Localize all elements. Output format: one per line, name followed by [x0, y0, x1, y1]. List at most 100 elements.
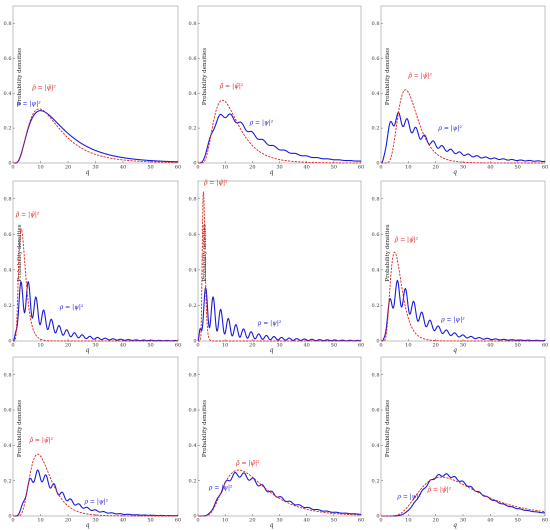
x-axis-label: q	[453, 522, 457, 529]
y-tick-label: 0.4	[4, 443, 12, 449]
x-tick-label: 0	[196, 165, 199, 171]
y-tick-label: 0.2	[372, 303, 380, 309]
x-axis-label: q	[270, 169, 274, 176]
y-tick-label: 0.8	[189, 21, 197, 27]
panel-p2: 0 0.2 0.4 0.6 0.8 0 10 20 30 40 50 60 Probability de…	[189, 5, 364, 176]
x-tick-label: 50	[147, 343, 153, 349]
series-label-red: ρ̃ = |ψ̃|²	[203, 180, 228, 187]
y-axis-label: Probability densities	[17, 400, 23, 457]
x-tick-label: 10	[405, 518, 411, 524]
x-tick-label: 20	[249, 343, 255, 349]
x-tick-label: 30	[92, 343, 98, 349]
y-tick-label: 0.2	[4, 478, 12, 484]
x-tick-label: 30	[460, 518, 466, 524]
y-tick-label: 0.2	[189, 303, 197, 309]
x-tick-label: 30	[92, 518, 98, 524]
plot-frame	[380, 5, 546, 164]
x-tick-label: 60	[542, 518, 548, 524]
series-blue	[13, 469, 178, 517]
x-tick-label: 20	[65, 165, 71, 171]
x-tick-label: 60	[175, 518, 181, 524]
x-tick-label: 30	[276, 518, 282, 524]
panel-p6: 0 0.2 0.4 0.6 0.8 0 10 20 30 40 50 60 Probability de…	[372, 180, 548, 354]
x-tick-label: 0	[379, 165, 382, 171]
y-tick-label: 0	[376, 514, 379, 520]
y-tick-label: 0	[8, 161, 11, 167]
y-axis-label: Probability densities	[385, 48, 391, 105]
series-label-blue: ρ = |ψ|²	[59, 304, 84, 311]
y-tick-label: 0	[193, 161, 196, 167]
series-label-red: ρ̃ = |ψ̃|²	[235, 460, 260, 467]
x-tick-label: 40	[303, 518, 309, 524]
x-tick-label: 20	[65, 343, 71, 349]
series-label-red: ρ̃ = |ψ̃|²	[426, 486, 451, 493]
plot-frame	[380, 356, 546, 517]
x-tick-label: 0	[196, 343, 199, 349]
x-tick-label: 40	[487, 518, 493, 524]
x-tick-label: 60	[175, 165, 181, 171]
x-tick-label: 60	[542, 165, 548, 171]
series-label-red: ρ̃ = |ψ̃|²	[31, 85, 56, 92]
x-tick-label: 50	[147, 165, 153, 171]
x-tick-label: 40	[303, 165, 309, 171]
series-label-blue: ρ = |ψ|²	[396, 493, 421, 500]
y-tick-label: 0	[376, 339, 379, 345]
x-tick-label: 10	[405, 165, 411, 171]
panel-p1: 0 0.2 0.4 0.6 0.8 0 10 20 30 40 50 60 Probability de…	[4, 5, 181, 176]
series-label-blue: ρ = |ψ|²	[84, 499, 109, 506]
y-tick-label: 0.4	[372, 267, 380, 273]
y-tick-label: 0.2	[189, 126, 197, 132]
x-tick-label: 50	[514, 165, 520, 171]
series-label-blue: ρ = |ψ|²	[257, 320, 282, 327]
x-tick-label: 10	[222, 518, 228, 524]
x-tick-label: 60	[175, 343, 181, 349]
series-label-blue: ρ = |ψ|²	[437, 125, 462, 132]
series-red	[13, 108, 179, 164]
y-tick-label: 0.6	[372, 408, 380, 414]
x-tick-label: 10	[37, 343, 43, 349]
x-tick-label: 40	[487, 343, 493, 349]
x-tick-label: 20	[249, 518, 255, 524]
x-tick-label: 50	[514, 518, 520, 524]
series-label-red: ρ̃ = |ψ̃|²	[219, 83, 244, 90]
x-tick-label: 20	[432, 518, 438, 524]
x-tick-label: 20	[432, 343, 438, 349]
y-tick-label: 0	[376, 161, 379, 167]
y-tick-label: 0.4	[189, 267, 197, 273]
x-tick-label: 30	[460, 343, 466, 349]
x-tick-label: 60	[358, 165, 364, 171]
y-tick-label: 0	[8, 339, 11, 345]
series-blue	[381, 279, 545, 342]
x-tick-label: 20	[432, 165, 438, 171]
x-tick-label: 40	[487, 165, 493, 171]
y-tick-label: 0.6	[189, 408, 197, 414]
series-blue	[13, 110, 179, 164]
y-tick-label: 0.6	[4, 56, 12, 62]
panel-p3: 0 0.2 0.4 0.6 0.8 0 10 20 30 40 50 60 Probability de…	[372, 5, 548, 176]
x-tick-label: 20	[65, 518, 71, 524]
y-tick-label: 0.8	[189, 196, 197, 202]
series-red	[381, 251, 545, 342]
x-axis-label: q	[86, 169, 90, 176]
y-tick-label: 0.2	[189, 478, 197, 484]
y-axis-label: Probability densities	[202, 48, 208, 105]
series-red	[13, 453, 178, 517]
y-tick-label: 0.6	[4, 408, 12, 414]
y-tick-label: 0.4	[189, 443, 197, 449]
x-tick-label: 0	[11, 518, 14, 524]
x-tick-label: 60	[358, 518, 364, 524]
series-red	[13, 228, 178, 342]
x-tick-label: 10	[222, 343, 228, 349]
series-label-red: ρ̃ = |ψ̃|²	[394, 236, 419, 243]
x-axis-label: q	[270, 347, 274, 354]
x-tick-label: 20	[249, 165, 255, 171]
x-tick-label: 0	[379, 343, 382, 349]
series-label-blue: ρ = |ψ|²	[249, 120, 274, 127]
y-tick-label: 0.2	[4, 303, 12, 309]
panel-p7: 0 0.2 0.4 0.6 0.8 0 10 20 30 40 50 60 Probability de…	[4, 356, 181, 529]
series-blue	[381, 111, 546, 164]
x-tick-label: 50	[331, 165, 337, 171]
y-tick-label: 0.2	[372, 478, 380, 484]
y-axis-label: Probability densities	[202, 400, 208, 457]
